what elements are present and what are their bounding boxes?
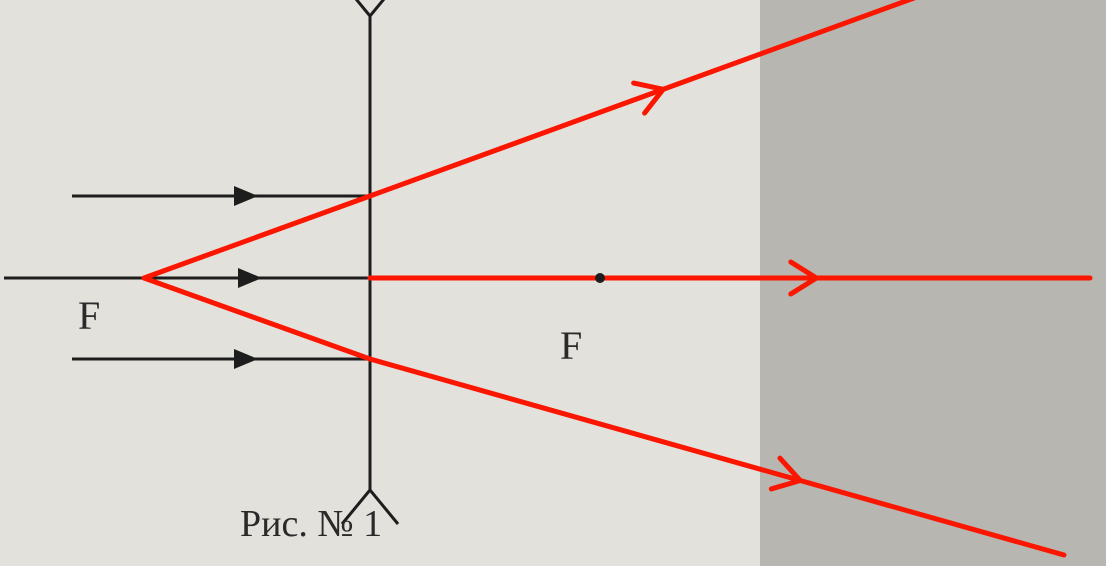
diagram-svg bbox=[0, 0, 1106, 566]
figure-caption: Рис. № 1 bbox=[240, 502, 382, 546]
diagram-container: F F Рис. № 1 bbox=[0, 0, 1106, 566]
focal-label-right: F bbox=[560, 322, 582, 369]
focal-label-left: F bbox=[78, 292, 100, 339]
